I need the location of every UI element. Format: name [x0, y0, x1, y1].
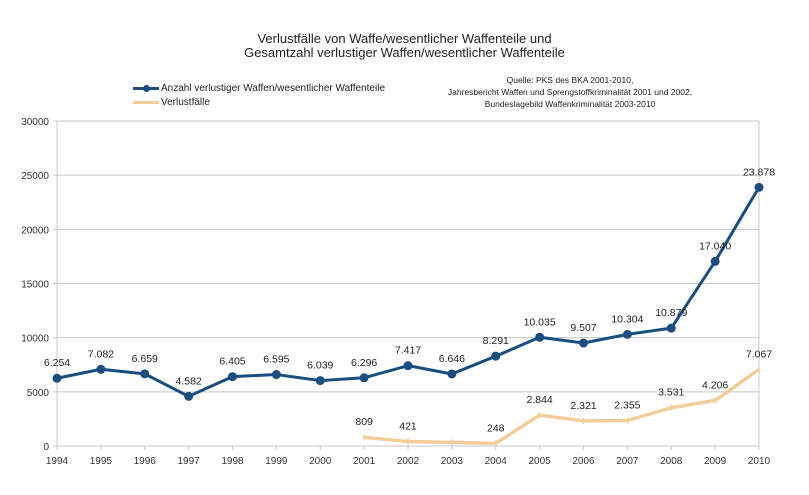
data-label: 10.304 — [611, 313, 643, 325]
data-point — [140, 369, 150, 379]
x-tick-label: 2002 — [397, 456, 420, 467]
x-tick-label: 2004 — [485, 456, 508, 467]
x-tick-label: 2005 — [529, 456, 552, 467]
data-point — [754, 182, 764, 192]
x-tick-label: 1997 — [178, 456, 201, 467]
data-point — [491, 351, 501, 361]
data-label: 2.321 — [570, 400, 596, 412]
y-tick-label: 30000 — [21, 117, 49, 128]
data-point — [710, 256, 720, 266]
data-point — [228, 372, 237, 382]
data-label: 4.582 — [175, 375, 201, 387]
data-point — [184, 391, 194, 401]
data-label: 7.082 — [88, 348, 114, 360]
data-point — [666, 323, 676, 333]
data-label: 3.531 — [658, 387, 684, 399]
x-tick-label: 1995 — [90, 456, 113, 467]
data-point — [315, 376, 325, 386]
legend-item-anzahl: Anzahl verlustiger Waffen/wesentlicher W… — [133, 83, 385, 94]
x-tick-label: 2010 — [748, 456, 771, 467]
x-tick-label: 1999 — [265, 456, 288, 467]
y-tick-label: 25000 — [21, 171, 49, 182]
source-line-2: Jahresbericht Waffen und Sprengstoffkrim… — [447, 87, 693, 97]
data-label: 248 — [487, 422, 505, 434]
x-tick-label: 2008 — [660, 456, 683, 467]
x-tick-label: 1994 — [46, 456, 69, 467]
legend-label-verlustfaelle: Verlustfälle — [161, 97, 210, 108]
y-tick-label: 5000 — [27, 388, 50, 399]
data-label: 6.595 — [263, 354, 289, 366]
data-label: 6.405 — [219, 356, 245, 368]
data-point — [447, 369, 457, 379]
x-tick-label: 2009 — [704, 456, 727, 467]
x-tick-label: 2001 — [353, 456, 376, 467]
source-line-1: Quelle: PKS des BKA 2001-2010, — [506, 75, 634, 85]
data-label: 17.040 — [699, 240, 731, 252]
y-tick-label: 20000 — [21, 225, 49, 236]
data-label: 10.879 — [655, 307, 687, 319]
x-tick-label: 2007 — [616, 456, 639, 467]
data-label: 6.039 — [307, 360, 333, 372]
data-point — [52, 373, 62, 383]
data-point — [359, 373, 369, 383]
data-label: 2.844 — [526, 394, 552, 406]
y-tick-label: 10000 — [21, 334, 49, 345]
data-label: 23.878 — [743, 166, 775, 178]
data-label: 2.355 — [614, 399, 640, 411]
data-label: 4.206 — [702, 379, 728, 391]
legend-item-verlustfaelle: Verlustfälle — [133, 97, 210, 108]
series-line-1 — [363, 368, 761, 446]
data-label: 7.067 — [746, 348, 772, 360]
y-tick-label: 15000 — [21, 280, 49, 291]
legend-swatch-anzahl — [133, 84, 159, 92]
data-label: 9.507 — [570, 322, 596, 334]
data-label: 421 — [399, 420, 417, 432]
data-point — [535, 332, 545, 342]
data-point — [96, 364, 106, 374]
x-tick-label: 2003 — [441, 456, 464, 467]
data-label: 6.646 — [439, 353, 465, 365]
legend-swatch-verlustfaelle — [133, 100, 159, 104]
data-point — [403, 361, 413, 371]
data-label: 6.659 — [132, 353, 158, 365]
x-tick-label: 1998 — [221, 456, 244, 467]
x-tick-label: 2006 — [572, 456, 595, 467]
data-point — [622, 329, 632, 339]
data-label: 809 — [355, 416, 373, 428]
legend-label-anzahl: Anzahl verlustiger Waffen/wesentlicher W… — [161, 83, 385, 94]
data-label: 6.254 — [44, 357, 70, 369]
y-tick-label: 0 — [43, 442, 49, 453]
data-label: 10.035 — [524, 316, 556, 328]
data-point — [579, 338, 588, 348]
data-label: 6.296 — [351, 357, 377, 369]
data-label: 7.417 — [395, 345, 421, 357]
data-label: 8.291 — [483, 335, 509, 347]
chart-title-line-2: Gesamtzahl verlustiger Waffen/wesentlich… — [244, 45, 565, 60]
x-tick-label: 1996 — [134, 456, 157, 467]
data-point — [271, 370, 281, 380]
source-line-3: Bundeslagebild Waffenkriminalität 2003-2… — [484, 99, 656, 109]
chart-title-line-1: Verlustfälle von Waffe/wesentlicher Waff… — [257, 31, 552, 46]
x-tick-label: 2000 — [309, 456, 332, 467]
